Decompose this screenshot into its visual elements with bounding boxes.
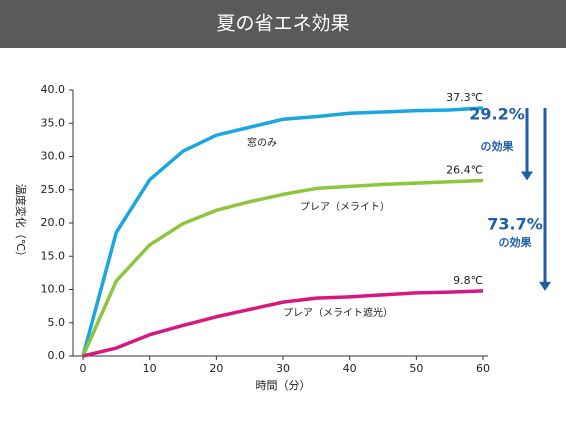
series-line — [82, 289, 484, 358]
header-bar — [0, 0, 566, 48]
y-tick-label: 0.0 — [48, 349, 66, 362]
y-tick-label: 10.0 — [41, 283, 66, 296]
y-tick-label: 30.0 — [41, 150, 66, 163]
series-label: プレア（メライト） — [300, 201, 390, 213]
y-tick-label: 40.0 — [41, 83, 66, 96]
arrow-head — [539, 281, 551, 291]
x-tick-label: 60 — [476, 362, 490, 375]
annotation: 29.2% — [469, 105, 525, 124]
x-tick-label: 20 — [209, 362, 223, 375]
x-tick-label: 30 — [276, 362, 290, 375]
series-line — [81, 178, 484, 357]
y-tick-label: 5.0 — [48, 316, 66, 329]
x-axis-label: 時間（分） — [256, 379, 311, 392]
y-axis-label: 温度変化（℃） — [14, 184, 28, 262]
series-label: プレア（メライト遮光） — [283, 306, 393, 319]
value-label: 26.4℃ — [446, 163, 483, 176]
series-label: 窓のみ — [247, 136, 277, 149]
y-tick-label: 15.0 — [41, 249, 66, 262]
value-label: 37.3℃ — [446, 91, 483, 104]
series-line — [81, 106, 484, 357]
y-tick-label: 25.0 — [41, 183, 66, 196]
annotation-sub: の効果 — [481, 139, 514, 153]
x-tick-label: 40 — [343, 362, 357, 375]
x-tick-label: 0 — [80, 362, 87, 375]
y-tick-label: 20.0 — [41, 216, 66, 229]
x-tick-label: 50 — [409, 362, 423, 375]
annotation: 73.7% — [487, 215, 543, 234]
arrow-head — [521, 171, 533, 181]
annotation-sub: の効果 — [499, 235, 532, 249]
chart-title: 夏の省エネ効果 — [216, 13, 349, 35]
value-label: 9.8℃ — [453, 274, 483, 287]
y-tick-label: 35.0 — [41, 116, 66, 129]
x-tick-label: 10 — [143, 362, 157, 375]
